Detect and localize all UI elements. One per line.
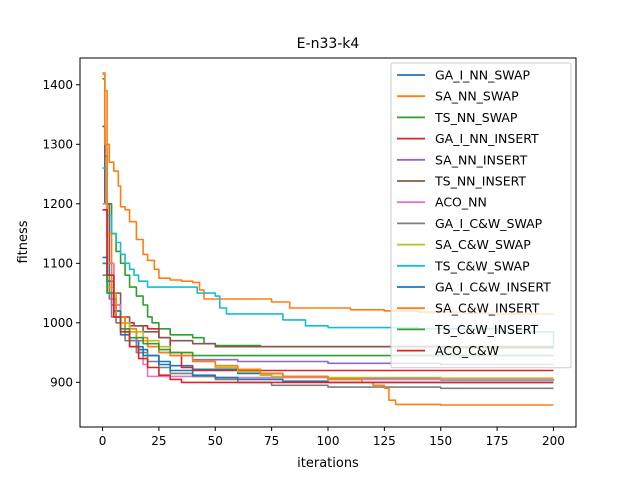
legend-label: GA_I_NN_SWAP — [435, 68, 531, 83]
plot-frame — [79, 57, 577, 428]
legend-label: GA_I_C&W_INSERT — [435, 280, 551, 295]
x-tick-label: 50 — [208, 434, 223, 448]
legend-label: TS_NN_SWAP — [434, 110, 518, 125]
y-axis-label: fitness — [16, 220, 31, 263]
legend-label: SA_C&W_SWAP — [435, 237, 531, 252]
legend-label: SA_NN_INSERT — [435, 152, 528, 167]
y-tick-label: 1400 — [42, 78, 73, 92]
x-tick-label: 150 — [429, 434, 452, 448]
x-tick-label: 100 — [317, 434, 340, 448]
axis-ticks: 0 25 50 75 100 125 150 175 200 900 1000 1100 1200 130… — [42, 78, 564, 448]
x-tick-label: 175 — [486, 434, 509, 448]
y-tick-label: 1300 — [42, 137, 73, 151]
y-tick-label: 1100 — [42, 256, 73, 270]
legend-label: SA_C&W_INSERT — [435, 301, 540, 316]
legend-label: SA_NN_SWAP — [435, 89, 519, 104]
legend-label: TS_C&W_INSERT — [434, 322, 539, 337]
legend-box — [390, 62, 572, 369]
y-tick-label: 900 — [50, 375, 73, 389]
series-line-10 — [102, 167, 555, 347]
legend-label: TS_C&W_SWAP — [434, 258, 530, 273]
x-axis-label: iterations — [297, 456, 359, 471]
series-line-14 — [102, 209, 554, 384]
series-line-6 — [102, 125, 554, 348]
legend-label: TS_NN_INSERT — [434, 174, 526, 189]
x-tick-label: 125 — [373, 434, 396, 448]
plot-area — [102, 72, 555, 406]
x-tick-label: 200 — [542, 434, 565, 448]
legend: GA_I_NN_SWAP SA_NN_SWAP TS_NN_SWAP GA_I_NN_… — [390, 62, 572, 369]
y-tick-label: 1200 — [42, 197, 73, 211]
chart-title: E-n33-k4 — [297, 36, 360, 52]
legend-label: ACO_C&W — [435, 343, 499, 358]
x-tick-label: 0 — [99, 434, 107, 448]
y-tick-label: 1000 — [42, 316, 73, 330]
series-line-12 — [102, 73, 554, 406]
legend-label: GA_I_NN_INSERT — [435, 131, 539, 146]
legend-label: GA_I_C&W_SWAP — [435, 216, 543, 231]
x-tick-label: 75 — [264, 434, 279, 448]
x-tick-label: 25 — [151, 434, 166, 448]
legend-label: ACO_NN — [435, 195, 487, 210]
series-line-2 — [102, 72, 554, 315]
